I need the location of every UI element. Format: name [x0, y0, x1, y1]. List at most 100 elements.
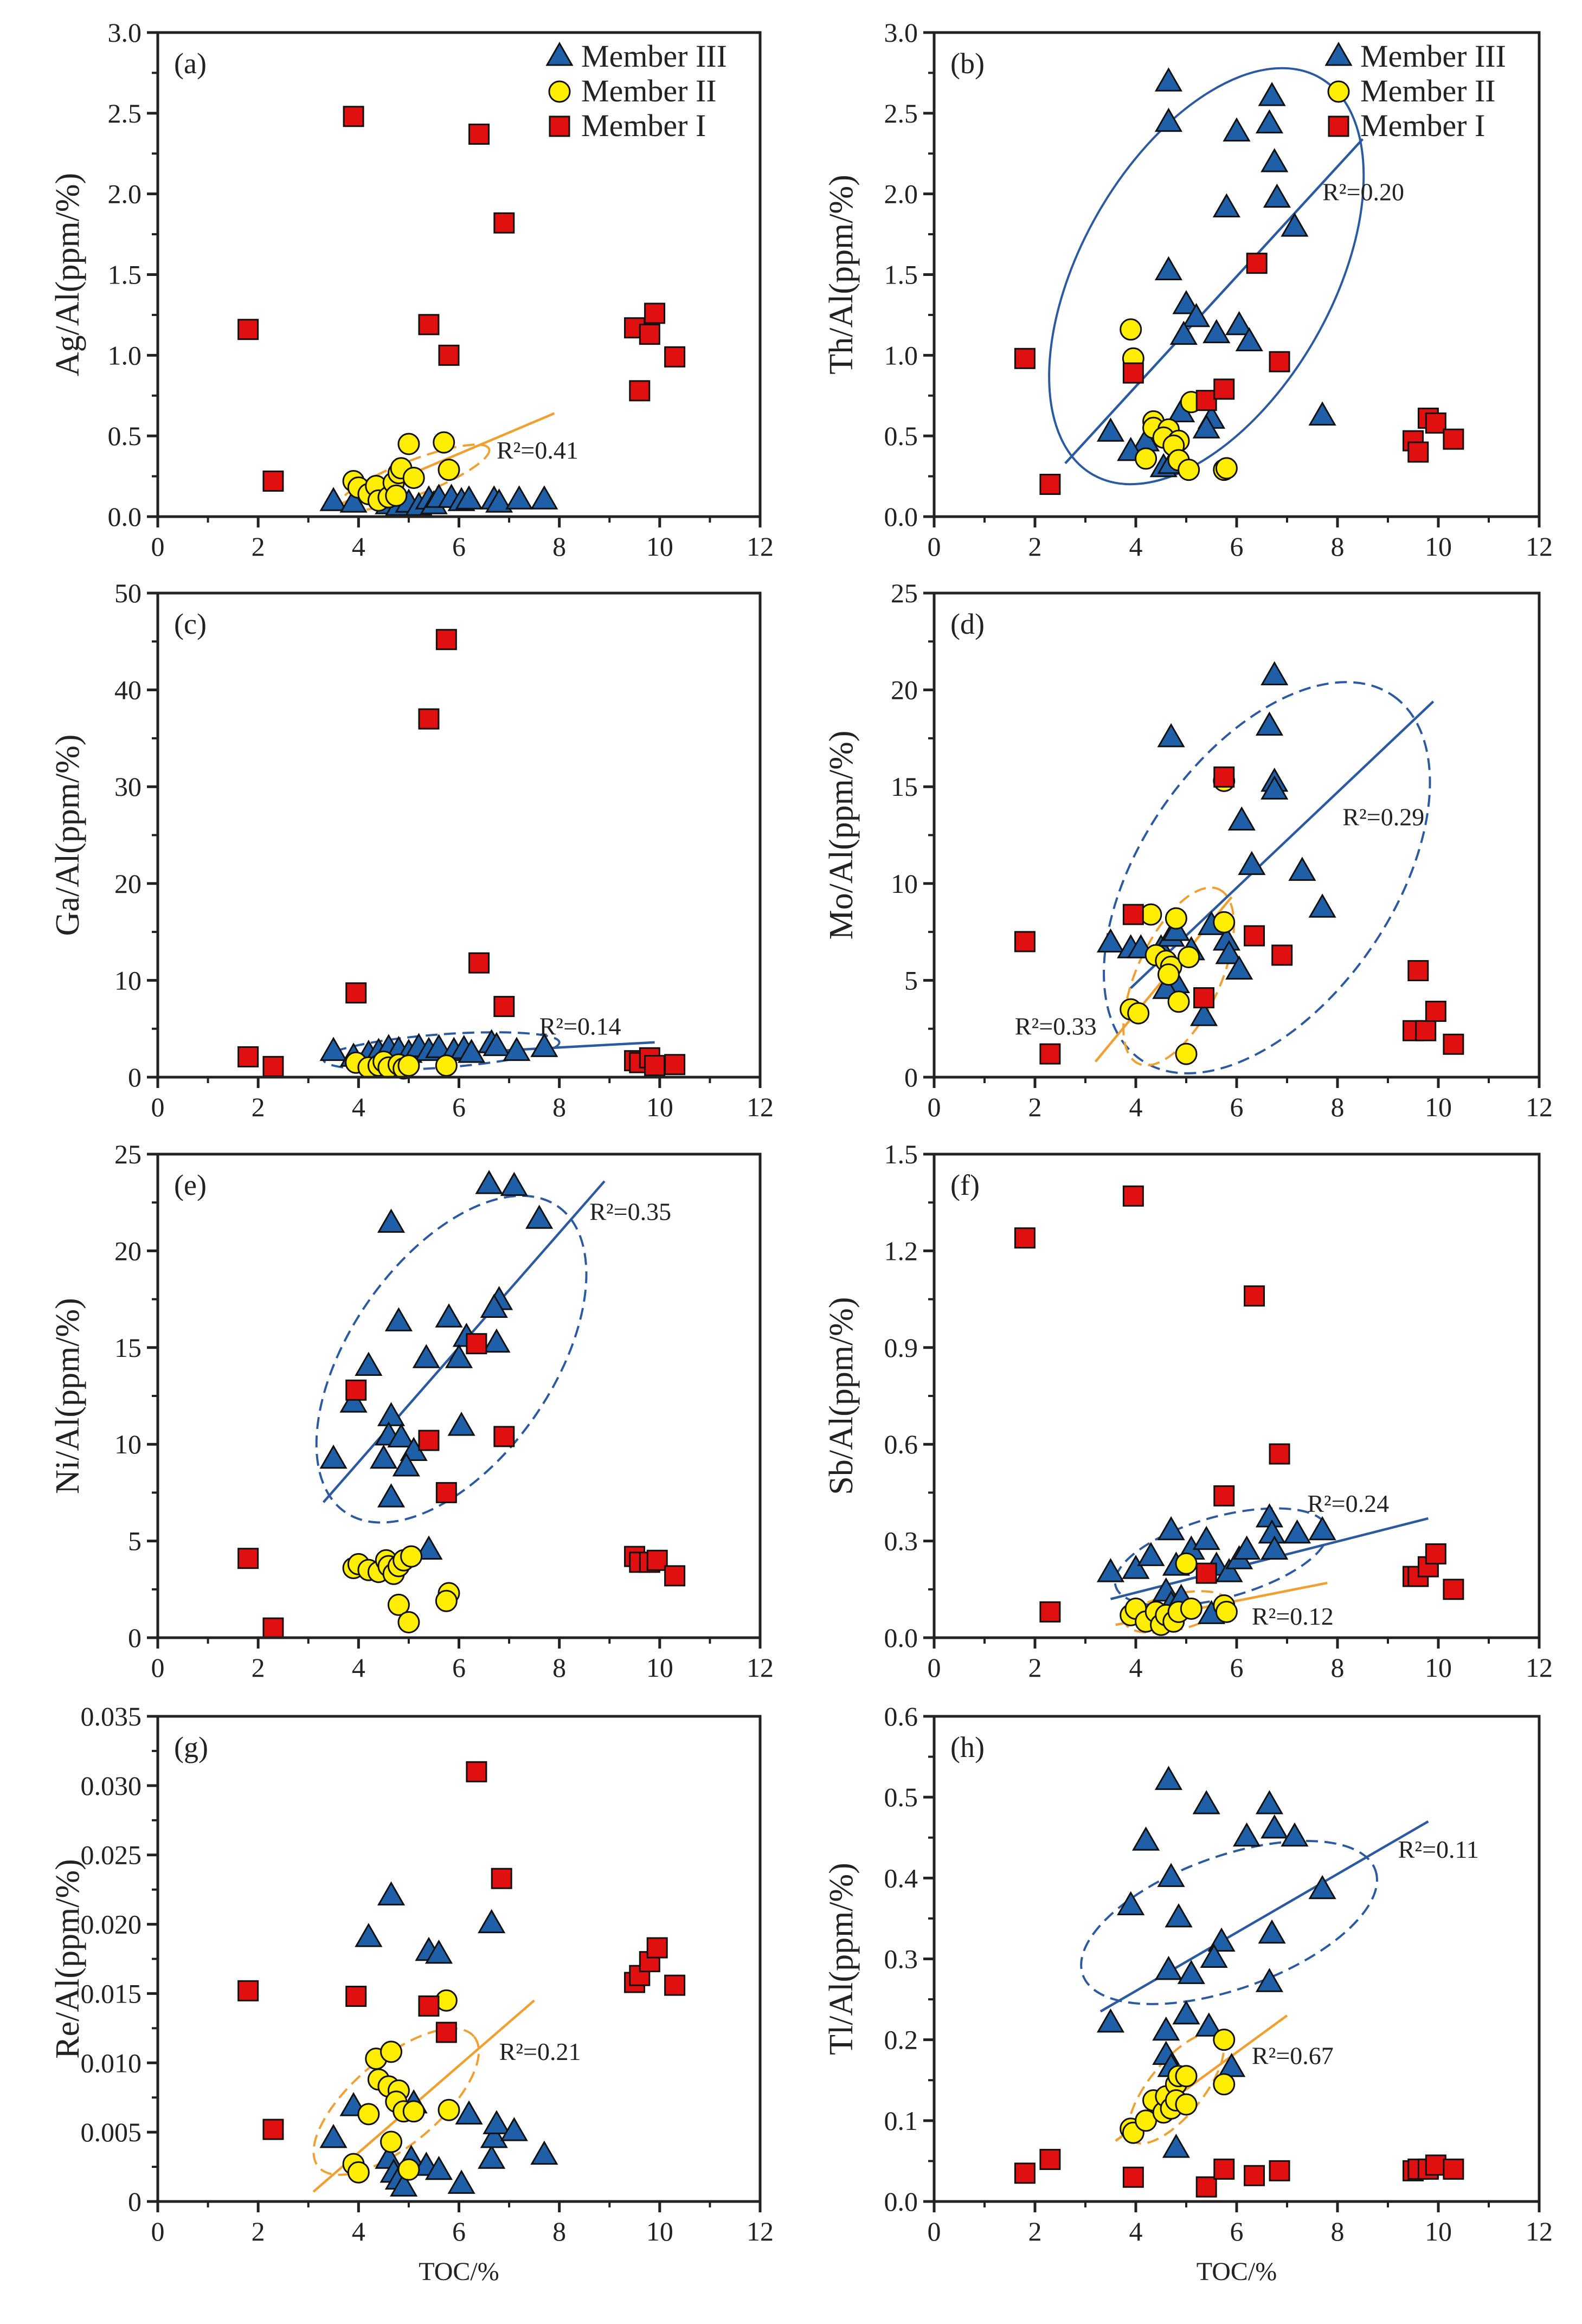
data-point	[1215, 1600, 1238, 1623]
data-point	[345, 1379, 367, 1401]
y-tick-label: 0.025	[81, 1840, 142, 1870]
data-point	[629, 380, 651, 402]
x-tick-label: 4	[1129, 1092, 1143, 1122]
x-tick-label: 2	[1028, 1092, 1042, 1122]
x-tick-label: 6	[452, 531, 466, 562]
x-tick-label: 0	[151, 1092, 165, 1122]
y-tick-label: 0	[128, 2186, 142, 2217]
data-point	[493, 1426, 515, 1447]
plot-frame	[156, 591, 762, 1079]
y-tick-label: 0.6	[884, 1429, 918, 1459]
data-point	[447, 2170, 475, 2194]
y-tick-label: 0.0	[884, 2186, 918, 2217]
data-point	[1443, 1579, 1464, 1600]
y-tick-label: 50	[114, 578, 142, 608]
data-point	[1122, 904, 1144, 925]
data-point	[1195, 2012, 1223, 2037]
ellipse-member-iii	[1080, 1839, 1378, 2005]
y-tick-label: 1.0	[108, 340, 142, 370]
data-point	[1288, 857, 1316, 881]
data-point	[377, 1208, 406, 1233]
x-tick-label: 8	[552, 531, 566, 562]
data-point	[1213, 1485, 1235, 1507]
data-point	[1122, 362, 1144, 384]
y-tick-label: 30	[114, 771, 142, 802]
data-point	[493, 212, 515, 234]
x-tick-label: 0	[151, 531, 165, 562]
series-member-ii	[342, 1545, 460, 1633]
panel-e: R²=0.35 0 2 4 6 8 10 12 0 5 10 15 20 25 (e) Ni/Al(ppm/%…	[49, 1139, 774, 1683]
y-tick-label: 0.0	[884, 1623, 918, 1653]
data-point	[1175, 2093, 1198, 2116]
panel-label: (d)	[950, 608, 985, 640]
plot-frame	[933, 1715, 1541, 2203]
data-point	[530, 485, 558, 510]
y-axis-title: Th/Al(ppm/%)	[823, 175, 860, 375]
data-point	[491, 1868, 512, 1889]
y-tick-label: 3.0	[884, 17, 918, 48]
series-member-ii	[345, 1050, 458, 1080]
data-point	[1039, 473, 1061, 495]
data-point	[1096, 2008, 1125, 2033]
data-point	[1258, 82, 1286, 106]
data-point	[644, 1055, 666, 1077]
data-point	[480, 2123, 508, 2148]
y-tick-label: 0.0	[884, 501, 918, 532]
series-member-ii	[1120, 2029, 1236, 2144]
data-point	[503, 1037, 531, 1061]
data-point	[1255, 711, 1284, 736]
y-tick-label: 0.1	[884, 2106, 918, 2136]
data-point	[468, 952, 490, 974]
legend-label: Member I	[1360, 108, 1485, 143]
data-point	[1425, 1543, 1446, 1565]
x-tick-label: 4	[1129, 1652, 1143, 1683]
x-tick-label: 10	[646, 1652, 673, 1683]
data-point	[1096, 1558, 1125, 1582]
data-point	[485, 488, 513, 513]
x-tick-label: 4	[1129, 2216, 1143, 2246]
data-point	[1178, 946, 1200, 969]
x-tick-label: 6	[1230, 1652, 1244, 1683]
data-point	[1443, 2158, 1464, 2180]
y-tick-label: 0.3	[884, 1944, 918, 1974]
panel-g: R²=0.21 0 2 4 6 8 10 12 0 0.005 0.010 0.015 0.020 0.0…	[49, 1701, 774, 2286]
data-point	[455, 485, 483, 510]
data-point	[438, 2098, 460, 2121]
y-tick-label: 25	[114, 1139, 142, 1169]
y-axis-title: Mo/Al(ppm/%)	[823, 731, 860, 940]
data-point	[1192, 414, 1220, 439]
data-point	[466, 1333, 487, 1355]
r-squared-label: R²=0.33	[1015, 1012, 1097, 1040]
data-point	[1137, 1542, 1165, 1566]
y-tick-label: 10	[114, 965, 142, 995]
data-point	[1014, 1227, 1036, 1249]
x-tick-label: 10	[646, 1092, 673, 1122]
y-tick-label: 1.5	[108, 260, 142, 290]
r-squared-label: R²=0.14	[539, 1012, 621, 1040]
data-point	[402, 467, 425, 490]
data-point	[1235, 327, 1263, 352]
data-point	[1281, 1822, 1309, 1847]
data-point	[1425, 1001, 1446, 1022]
data-point	[435, 1589, 458, 1612]
x-tick-label: 8	[1331, 1652, 1345, 1683]
data-point	[418, 314, 440, 336]
data-point	[1269, 351, 1290, 372]
data-point	[1135, 447, 1157, 470]
y-axis-title: Ga/Al(ppm/%)	[49, 735, 86, 936]
plot-frame	[933, 591, 1541, 1079]
x-tick-label: 0	[928, 1092, 941, 1122]
y-tick-label: 10	[891, 868, 918, 899]
series-member-iii	[1096, 1766, 1336, 2158]
data-point	[1233, 1822, 1261, 1847]
y-axis-title: Re/Al(ppm/%)	[49, 1859, 86, 2059]
data-point	[357, 2103, 380, 2126]
data-point	[1269, 2160, 1290, 2181]
data-point	[1154, 107, 1183, 132]
data-point	[345, 1986, 367, 2007]
y-tick-label: 0.0	[108, 501, 142, 532]
data-point	[1415, 1020, 1437, 1041]
x-tick-label: 6	[452, 2216, 466, 2246]
r-squared-label: R²=0.20	[1322, 178, 1404, 206]
